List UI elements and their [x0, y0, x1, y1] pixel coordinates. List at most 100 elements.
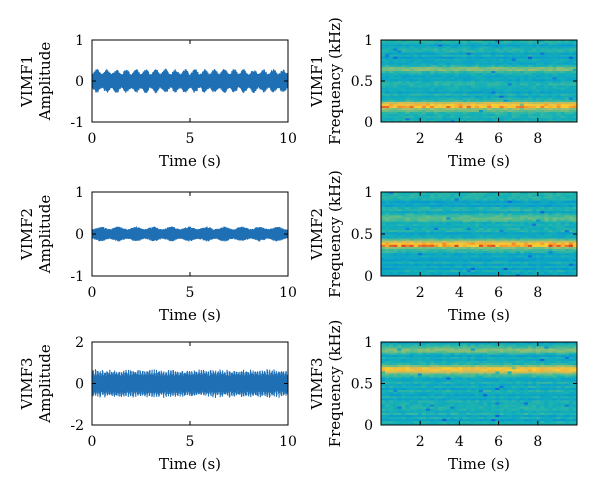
- spectrogram-cell: [425, 91, 431, 94]
- spectrogram-cell: [483, 40, 488, 43]
- spectrogram-cell: [499, 89, 504, 92]
- spectrogram-cell: [417, 416, 423, 420]
- spectrogram-cell: [405, 221, 410, 224]
- spectrogram-cell: [552, 385, 557, 388]
- spectrogram-cell: [385, 202, 390, 205]
- spectrogram-cell: [385, 267, 390, 270]
- spectrogram-cell: [446, 231, 451, 235]
- spectrogram-cell: [515, 248, 521, 252]
- spectrogram-cell: [552, 420, 557, 424]
- spectrogram-cell: [462, 265, 468, 268]
- spectrogram-cell: [511, 231, 517, 235]
- spectrogram-cell: [507, 418, 512, 422]
- spectrogram-cell: [544, 119, 549, 123]
- spectrogram-cell: [572, 115, 578, 119]
- spectrogram-cell: [454, 238, 459, 241]
- spectrogram-cell: [556, 62, 561, 65]
- spectrogram-cell: [572, 246, 578, 249]
- spectrogram-cell: [495, 93, 500, 96]
- spectrogram-cell: [381, 91, 386, 94]
- spectrogram-cell: [556, 215, 561, 218]
- spectrogram-cell: [572, 87, 578, 90]
- spectrogram-cell: [454, 72, 459, 76]
- spectrogram-cell: [430, 246, 435, 249]
- spectrogram-cell: [389, 89, 394, 92]
- spectrogram-cell: [393, 225, 398, 228]
- spectrogram-cell: [405, 250, 410, 254]
- spectrogram-cell: [438, 64, 443, 67]
- spectrogram-cell: [556, 242, 561, 245]
- spectrogram-cell: [454, 383, 459, 386]
- spectrogram-cell: [409, 56, 414, 59]
- xtick-label: 4: [455, 285, 464, 301]
- spectrogram-cell: [483, 58, 488, 61]
- spectrogram-cell: [540, 70, 545, 74]
- spectrogram-cell: [548, 202, 553, 205]
- spectrogram-cell: [503, 117, 508, 121]
- spectrogram-cell: [519, 406, 525, 409]
- spectrogram-cell: [474, 416, 480, 420]
- spectrogram-cell: [393, 117, 398, 121]
- spectrogram-cell: [495, 217, 500, 220]
- spectrogram-cell: [548, 196, 553, 199]
- spectrogram-cell: [446, 202, 451, 205]
- spectrogram-cell: [417, 227, 423, 231]
- spectrogram-cell: [385, 412, 390, 415]
- spectrogram-cell: [507, 244, 512, 247]
- spectrogram-cell: [442, 107, 447, 110]
- spectrogram-cell: [560, 227, 566, 231]
- spectrogram-cell: [515, 404, 521, 407]
- spectrogram-cell: [458, 257, 463, 260]
- spectrogram-cell: [405, 229, 410, 233]
- spectrogram-cell: [552, 250, 557, 254]
- spectrogram-cell: [560, 103, 566, 106]
- spectrogram-cell: [438, 192, 443, 195]
- spectrogram-cell: [430, 83, 435, 86]
- spectrogram-cell: [389, 97, 394, 100]
- spectrogram-cell: [401, 74, 406, 78]
- spectrogram-cell: [442, 85, 447, 88]
- spectrogram-cell: [487, 40, 492, 43]
- spectrogram-cell: [499, 97, 504, 100]
- spectrogram-cell: [389, 248, 394, 252]
- spectrogram-cell: [430, 115, 435, 119]
- spectrogram-cell: [470, 210, 476, 214]
- spectrogram-cell: [532, 236, 537, 239]
- spectrogram-cell: [405, 265, 410, 268]
- spectrogram-cell: [507, 95, 512, 98]
- spectrogram-cell: [532, 210, 537, 214]
- spectrogram-cell: [470, 414, 476, 418]
- spectrogram-cell: [425, 200, 431, 203]
- spectrogram-cell: [466, 248, 472, 252]
- spectrogram-cell: [474, 400, 480, 403]
- spectrogram-cell: [425, 196, 431, 199]
- spectrogram-cell: [397, 379, 402, 382]
- spectrogram-cell: [479, 66, 484, 69]
- spectrogram-cell: [532, 46, 537, 49]
- spectrogram-cell: [385, 46, 390, 49]
- spectrogram-cell: [466, 236, 472, 239]
- spectrogram-cell: [409, 95, 414, 98]
- spectrogram-cell: [479, 225, 484, 228]
- spectrogram-cell: [511, 194, 517, 197]
- spectrogram-cell: [381, 210, 386, 214]
- spectrogram-cell: [381, 46, 386, 49]
- spectrogram-cell: [479, 219, 484, 222]
- spectrogram-cell: [483, 99, 488, 102]
- spectrogram-cell: [450, 194, 455, 197]
- spectrogram-cell: [405, 273, 410, 277]
- spectrogram-cell: [564, 422, 570, 426]
- spectrogram-cell: [507, 56, 512, 59]
- spectrogram-cell: [385, 111, 390, 115]
- spectrogram-cell: [430, 398, 435, 401]
- spectrogram-cell: [507, 398, 512, 401]
- spectrogram-cell: [405, 50, 410, 53]
- spectrogram-cell: [528, 83, 533, 86]
- spectrogram-cell: [413, 78, 419, 82]
- spectrogram-cell: [442, 109, 447, 113]
- spectrogram-cell: [564, 101, 570, 104]
- spectrogram-cell: [425, 238, 431, 241]
- spectrogram-cell: [568, 227, 574, 231]
- spectrogram-cell: [474, 391, 480, 395]
- spectrogram-cell: [519, 213, 525, 216]
